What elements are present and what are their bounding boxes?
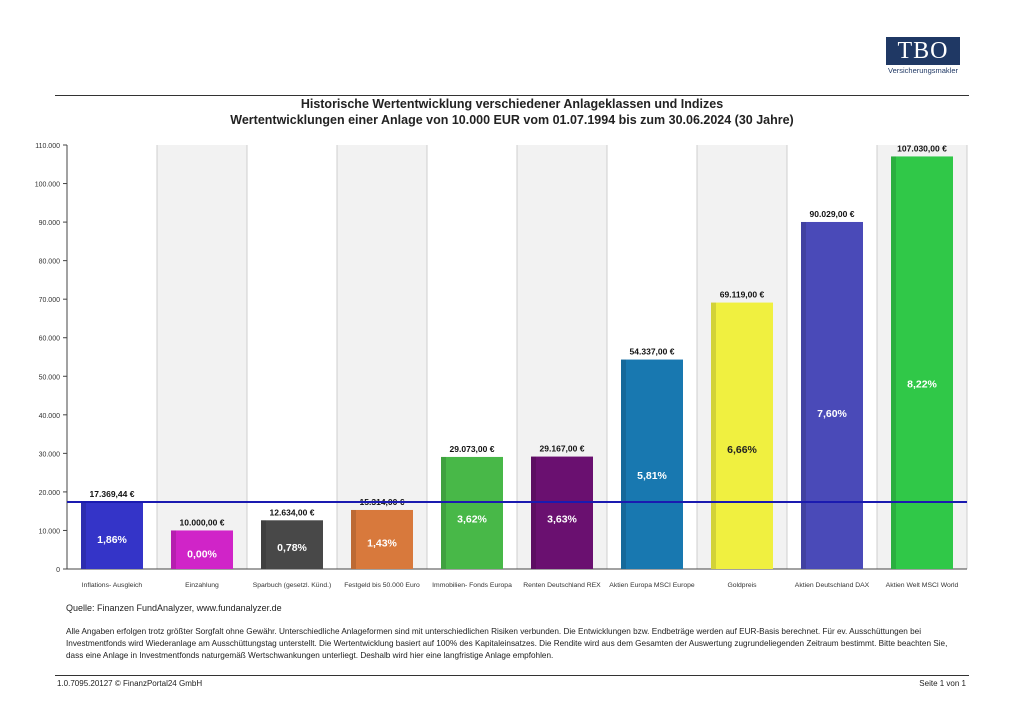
footer-version: 1.0.7095.20127 © FinanzPortal24 GmbH [57,679,203,688]
y-tick-label: 50.000 [39,374,61,381]
bar-shade [261,520,266,569]
x-category-label: Renten Deutschland REX [523,582,601,589]
y-tick-label: 30.000 [39,451,61,458]
bar [351,509,413,569]
x-category-label: Aktien Deutschland DAX [795,582,870,589]
y-tick-label: 70.000 [39,297,61,304]
bar-rate-label: 5,81% [637,470,667,482]
bar-shade [621,359,626,569]
bar-shade [171,530,176,569]
bar-shade [351,509,356,569]
bar-shade [891,156,896,569]
y-tick-label: 10.000 [39,528,61,535]
x-category-label: Inflations- Ausgleich [82,582,143,589]
bar-value-label: 90.029,00 € [810,209,855,219]
bar-value-label: 17.369,44 € [90,489,135,499]
bar-shade [531,456,536,569]
y-tick-label: 100.000 [35,182,60,189]
y-tick-label: 0 [56,567,60,574]
x-category-label: Festgeld bis 50.000 Euro [344,582,420,589]
bottom-divider [55,675,969,676]
bar-rate-label: 6,66% [727,444,757,456]
bar-rate-label: 1,43% [367,537,397,549]
y-tick-label: 20.000 [39,490,61,497]
y-tick-label: 90.000 [39,220,61,227]
bar [711,302,773,569]
x-category-label: Aktien Welt MSCI World [886,582,959,589]
bar [261,520,323,569]
logo-subtitle: Versicherungsmakler [887,66,959,75]
bar [441,456,503,569]
bar-rate-label: 1,86% [97,534,127,546]
bar-rate-label: 3,63% [547,513,577,525]
chart-subtitle: Wertentwicklungen einer Anlage von 10.00… [230,113,794,127]
y-tick-label: 80.000 [39,259,61,266]
bar-rate-label: 3,62% [457,514,487,526]
bar-shade [81,502,86,569]
bar [81,502,143,569]
bar [171,530,233,569]
bar [891,156,953,569]
bar-rate-label: 0,00% [187,549,217,561]
bar-rate-label: 0,78% [277,542,307,554]
logo-mark: TBO [886,37,960,65]
top-divider [55,95,969,96]
bar [621,359,683,569]
company-logo: TBO Versicherungsmakler [886,37,960,75]
x-category-label: Sparbuch (gesetzl. Künd.) [253,582,332,589]
bar-value-label: 54.337,00 € [630,347,675,357]
footer-page-number: Seite 1 von 1 [919,679,966,688]
bar-shade [711,302,716,569]
bar-rate-label: 7,60% [817,408,847,420]
bar-value-label: 12.634,00 € [270,507,315,517]
source-note: Quelle: Finanzen FundAnalyzer, www.funda… [66,603,282,613]
x-category-label: Einzahlung [185,582,219,589]
bar-value-label: 10.000,00 € [180,517,225,527]
bar-shade [801,221,806,569]
x-category-label: Goldpreis [727,582,757,589]
y-tick-label: 110.000 [35,143,60,150]
chart-title: Historische Wertentwicklung verschiedene… [300,97,724,111]
bar-rate-label: 8,22% [907,378,937,390]
column-band [337,145,427,569]
bar-value-label: 29.073,00 € [450,444,495,454]
bar [531,456,593,569]
x-category-label: Immobilien- Fonds Europa [432,582,512,589]
bar-chart: 0 10.000 20.000 30.000 40.000 50.000 60.000 70.… [35,143,968,589]
bar-shade [441,456,446,569]
bar-value-label: 107.030,00 € [897,143,947,153]
bar [801,221,863,569]
column-band [157,145,247,569]
x-category-label: Aktien Europa MSCI Europe [609,582,695,589]
bar-value-label: 69.119,00 € [720,290,765,300]
y-tick-label: 40.000 [39,413,61,420]
bar-value-label: 29.167,00 € [540,444,585,454]
y-tick-label: 60.000 [39,336,61,343]
disclaimer-text: Alle Angaben erfolgen trotz größter Sorg… [66,627,948,660]
